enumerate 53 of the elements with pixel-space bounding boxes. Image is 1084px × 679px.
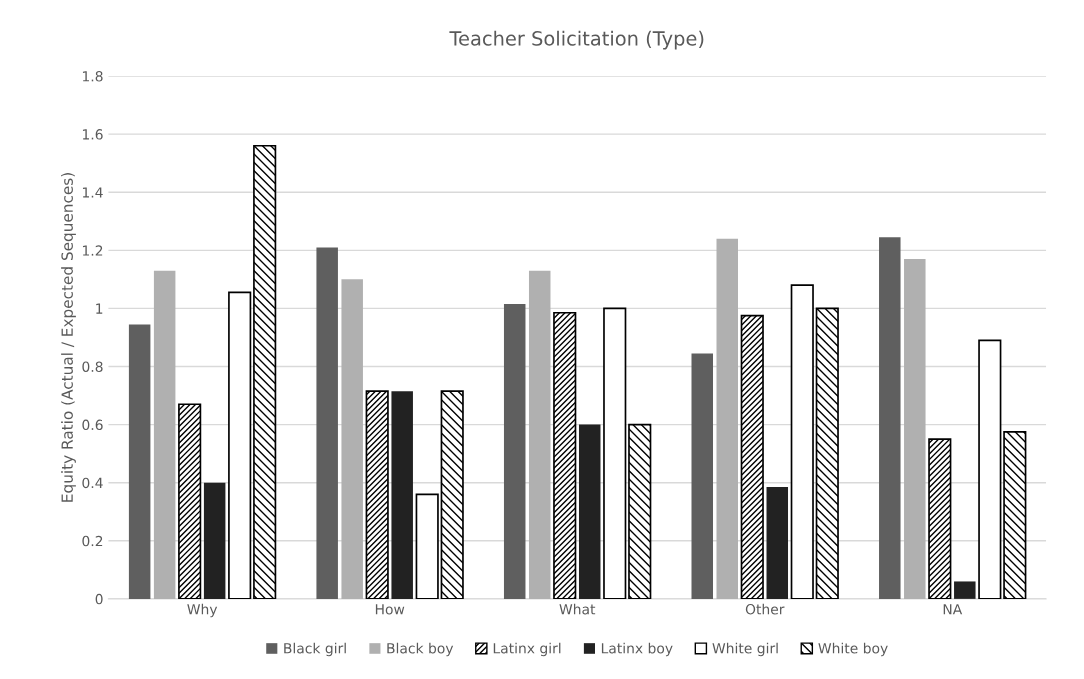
bar: [316, 247, 338, 599]
bar: [503, 304, 526, 599]
bar: [365, 390, 389, 599]
x-tick-label: What: [559, 603, 596, 615]
legend-label: Latinx boy: [601, 642, 673, 657]
bar: [341, 279, 363, 599]
bar: [528, 270, 551, 599]
x-tick-label: Other: [745, 603, 785, 615]
bar: [153, 270, 176, 599]
bar: [203, 482, 226, 599]
y-tick-label: 0: [95, 593, 103, 605]
y-tick-label: 0.8: [82, 361, 103, 372]
bar: [766, 487, 789, 599]
x-tick-label: How: [375, 604, 405, 615]
bar: [691, 353, 713, 599]
y-tick-label: 1.8: [82, 71, 103, 82]
y-tick-label: 0.4: [82, 477, 103, 489]
bar: [253, 144, 277, 599]
legend-label: Latinx girl: [493, 642, 561, 657]
legend-label: White boy: [818, 642, 888, 657]
bar: [440, 390, 464, 599]
bar: [928, 438, 952, 599]
x-tick-label: Why: [187, 603, 218, 618]
bar: [578, 424, 601, 599]
y-tick-label: 0.6: [82, 419, 103, 431]
chart-title: Teacher Solicitation (Type): [449, 30, 704, 50]
y-axis-title: Equity Ratio (Actual / Expected Sequences): [61, 173, 76, 502]
bar: [628, 423, 652, 599]
legend-label: White girl: [712, 642, 778, 657]
y-tick-label: 1.4: [82, 187, 103, 198]
bar: [128, 324, 151, 599]
y-tick-label: 1: [96, 303, 103, 314]
bar: [790, 284, 814, 599]
bar: [553, 311, 577, 599]
x-tick-label: NA: [943, 604, 963, 615]
y-tick-label: 1.2: [82, 245, 103, 256]
y-tick-label: 1.6: [82, 129, 103, 140]
bar: [815, 307, 839, 599]
bar: [603, 307, 627, 599]
bar: [904, 259, 926, 599]
legend-label: Black girl: [284, 642, 346, 657]
bar: [391, 391, 413, 599]
bar: [1003, 431, 1027, 599]
bar: [954, 581, 976, 599]
bar: [879, 237, 901, 599]
bar: [415, 493, 439, 599]
y-tick-label: 0.2: [82, 535, 103, 547]
legend-label: Black boy: [387, 642, 454, 657]
bar: [178, 403, 202, 599]
bar: [978, 339, 1002, 599]
bar: [716, 238, 739, 599]
bar: [740, 314, 764, 599]
bar: [228, 291, 252, 599]
